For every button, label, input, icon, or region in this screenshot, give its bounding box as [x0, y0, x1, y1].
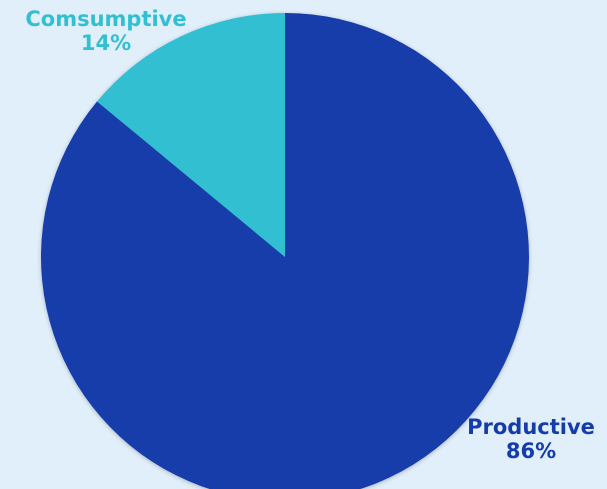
slice-label-productive: Productive 86% — [455, 415, 607, 463]
slice-label-comsumptive-name: Comsumptive — [25, 7, 187, 31]
slice-label-comsumptive-value: 14% — [80, 31, 132, 55]
pie-slices — [40, 13, 529, 489]
slice-label-comsumptive: Comsumptive 14% — [6, 7, 206, 55]
pie-slice-comsumptive — [96, 13, 286, 257]
slice-label-productive-value: 86% — [505, 439, 557, 463]
slice-label-productive-name: Productive — [467, 415, 595, 439]
pie-slice-productive — [40, 13, 529, 489]
